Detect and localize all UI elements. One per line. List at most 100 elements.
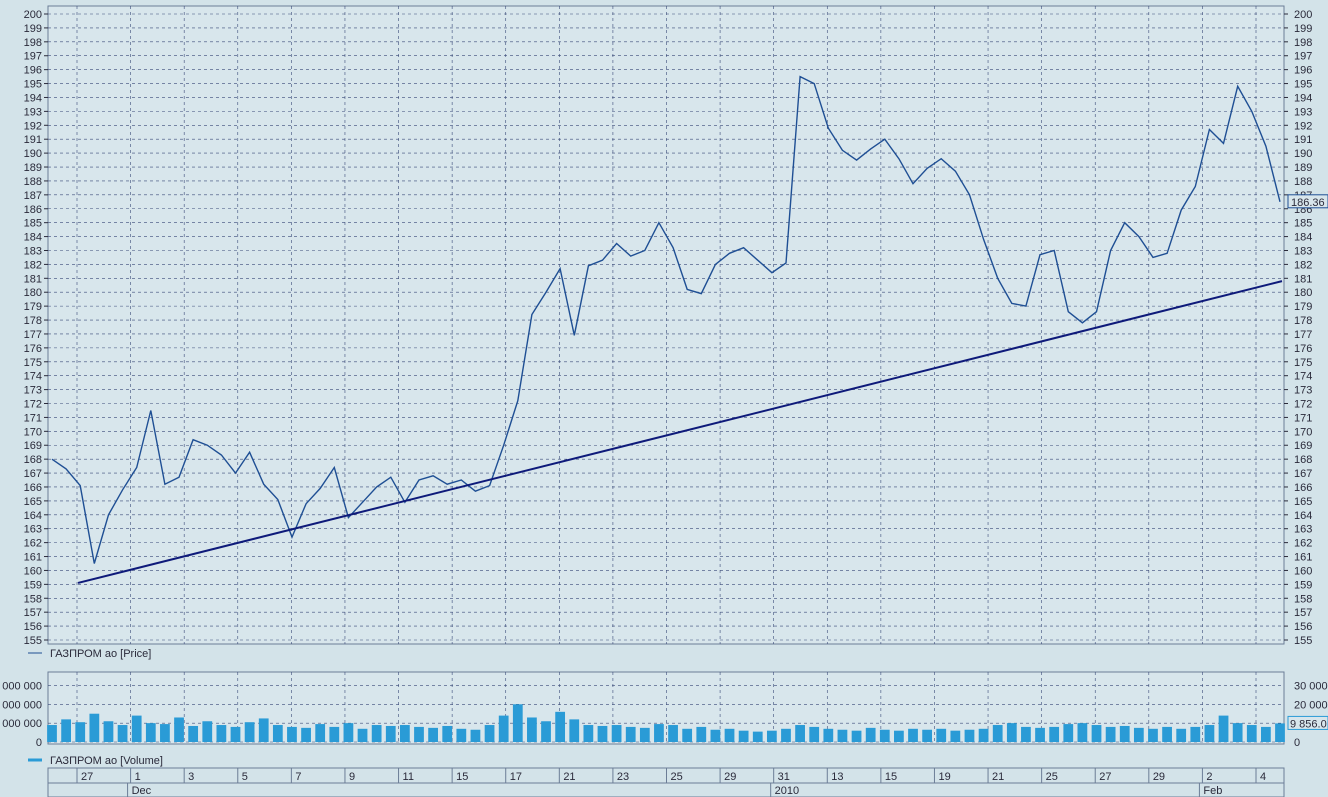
- volume-bar: [1035, 727, 1045, 742]
- date-day-label: 15: [456, 771, 468, 783]
- date-day-label: 23: [617, 771, 629, 783]
- date-month-labels: Dec 2010 Feb: [127, 783, 1222, 797]
- price-tick-label-left: 197: [24, 51, 42, 63]
- date-day-label: 13: [831, 771, 843, 783]
- volume-bar: [301, 727, 311, 742]
- price-tick-label-left: 200: [24, 9, 42, 21]
- date-day-label: 25: [1046, 771, 1058, 783]
- volume-bar: [1133, 727, 1144, 742]
- volume-bar: [569, 719, 580, 742]
- volume-bar: [484, 725, 495, 742]
- date-day-labels: 27 1 3 5 7 9 11 15 17 21 23 25 29 31 13 15 19 21 25 27 29 2 4: [76, 768, 1266, 783]
- price-tick-label-left: 171: [24, 412, 42, 424]
- volume-bar: [117, 725, 128, 742]
- date-day-label: 15: [885, 771, 897, 783]
- price-plot-area: [47, 5, 1285, 645]
- volume-bar: [315, 724, 326, 742]
- price-tick-label-left: 175: [24, 357, 42, 369]
- volume-left-axis: 000 000 000 000 000 000 0: [2, 680, 42, 749]
- price-tick-label-right: 188: [1294, 176, 1312, 188]
- price-tick-label-left: 195: [24, 79, 42, 91]
- price-tick-label-left: 159: [24, 579, 42, 591]
- volume-bar: [696, 726, 707, 742]
- date-day-label: 11: [403, 771, 414, 783]
- date-day-label: 2: [1206, 771, 1212, 783]
- volume-tick-label-left: 000 000: [2, 680, 42, 692]
- price-tick-label-left: 170: [24, 426, 42, 438]
- volume-bar: [992, 725, 1003, 742]
- price-tick-label-right: 158: [1294, 593, 1312, 605]
- date-month-label: 2010: [775, 785, 799, 797]
- volume-bar: [964, 729, 975, 742]
- price-tick-label-right: 157: [1294, 607, 1312, 619]
- volume-bar: [1119, 725, 1130, 742]
- volume-last-value-marker: 9 856.0: [1287, 715, 1328, 730]
- date-month-label: Feb: [1203, 785, 1222, 797]
- price-tick-label-right: 183: [1294, 245, 1312, 257]
- price-tick-label-right: 161: [1294, 552, 1312, 564]
- price-last-value-marker: 186.36: [1287, 194, 1328, 209]
- volume-bar: [174, 717, 184, 742]
- price-tick-label-left: 177: [24, 329, 42, 341]
- price-tick-label-left: 176: [24, 343, 42, 355]
- price-tick-label-left: 196: [24, 65, 42, 77]
- volume-bar: [498, 715, 509, 742]
- volume-bar: [188, 725, 199, 742]
- price-tick-label-right: 180: [1294, 287, 1312, 299]
- volume-bar: [103, 721, 114, 742]
- volume-bar: [879, 729, 890, 742]
- volume-bar: [851, 730, 862, 742]
- volume-bar: [950, 730, 961, 742]
- volume-bar: [1246, 725, 1257, 742]
- price-tick-label-right: 189: [1294, 162, 1312, 174]
- volume-bar: [724, 728, 735, 742]
- price-tick-label-left: 181: [24, 273, 42, 285]
- volume-bar: [1006, 723, 1017, 742]
- volume-bar: [639, 727, 650, 742]
- volume-bars: [47, 704, 1285, 742]
- volume-tick-label-left: 000 000: [2, 718, 42, 730]
- volume-bar: [160, 724, 170, 742]
- volume-bar: [1261, 726, 1271, 742]
- price-tick-label-right: 174: [1294, 371, 1312, 383]
- volume-bar: [541, 721, 551, 742]
- price-tick-label-right: 159: [1294, 579, 1312, 591]
- volume-tick-label-right: 0: [1294, 737, 1300, 749]
- volume-bar: [357, 728, 368, 742]
- price-tick-label-left: 190: [24, 148, 42, 160]
- price-tick-label-right: 184: [1294, 232, 1312, 244]
- price-tick-label-left: 180: [24, 287, 42, 299]
- price-tick-label-right: 192: [1294, 120, 1312, 132]
- price-tick-label-right: 193: [1294, 106, 1312, 118]
- price-tick-label-left: 160: [24, 565, 42, 577]
- price-tick-label-right: 155: [1294, 635, 1312, 647]
- price-tick-label-right: 169: [1294, 440, 1312, 452]
- volume-bar: [752, 731, 763, 742]
- volume-bar: [654, 724, 664, 742]
- price-tick-label-left: 161: [24, 552, 42, 564]
- price-tick-label-right: 178: [1294, 315, 1312, 327]
- volume-bar: [61, 719, 71, 742]
- volume-bar: [385, 725, 396, 742]
- price-tick-label-right: 191: [1294, 134, 1312, 146]
- price-tick-label-left: 173: [24, 385, 42, 397]
- volume-bar: [244, 722, 255, 742]
- volume-bar: [442, 725, 453, 742]
- price-tick-label-left: 167: [24, 468, 42, 480]
- price-tick-label-left: 168: [24, 454, 42, 466]
- price-tick-label-left: 198: [24, 37, 42, 49]
- date-day-label: 29: [1153, 771, 1165, 783]
- price-tick-label-left: 156: [24, 621, 42, 633]
- volume-bar: [1077, 723, 1088, 742]
- date-day-label: 25: [671, 771, 683, 783]
- price-tick-label-left: 155: [24, 635, 42, 647]
- price-tick-label-right: 195: [1294, 79, 1312, 91]
- price-tick-label-right: 170: [1294, 426, 1312, 438]
- volume-bar: [343, 723, 354, 742]
- price-tick-label-left: 187: [24, 190, 42, 202]
- volume-bar: [202, 721, 213, 742]
- price-tick-label-left: 185: [24, 218, 42, 230]
- volume-tick-label-right: 20 000: [1294, 699, 1328, 711]
